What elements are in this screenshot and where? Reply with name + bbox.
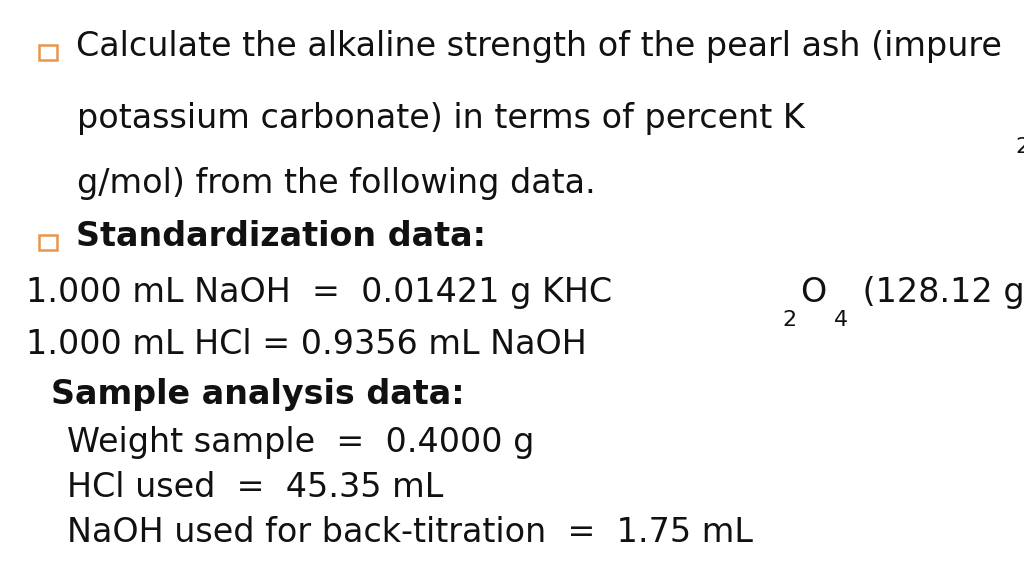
Text: Sample analysis data:: Sample analysis data: <box>51 378 465 411</box>
Text: 2: 2 <box>782 310 796 330</box>
Text: 4: 4 <box>834 310 848 330</box>
Text: (128.12 g/mol): (128.12 g/mol) <box>852 277 1024 310</box>
Bar <box>39 235 57 250</box>
Text: Standardization data:: Standardization data: <box>76 220 485 253</box>
Text: O: O <box>800 277 826 310</box>
Text: g/mol) from the following data.: g/mol) from the following data. <box>77 167 596 200</box>
Bar <box>39 45 57 60</box>
Text: Calculate the alkaline strength of the pearl ash (impure: Calculate the alkaline strength of the p… <box>76 30 1001 63</box>
Text: NaOH used for back-titration  =  1.75 mL: NaOH used for back-titration = 1.75 mL <box>67 516 753 549</box>
Text: potassium carbonate) in terms of percent K: potassium carbonate) in terms of percent… <box>77 102 805 135</box>
Text: HCl used  =  45.35 mL: HCl used = 45.35 mL <box>67 471 442 504</box>
Text: 1.000 mL NaOH  =  0.01421 g KHC: 1.000 mL NaOH = 0.01421 g KHC <box>26 277 611 310</box>
Text: 1.000 mL HCl = 0.9356 mL NaOH: 1.000 mL HCl = 0.9356 mL NaOH <box>26 328 587 361</box>
Text: 2: 2 <box>1016 137 1024 157</box>
Text: Weight sample  =  0.4000 g: Weight sample = 0.4000 g <box>67 426 534 459</box>
